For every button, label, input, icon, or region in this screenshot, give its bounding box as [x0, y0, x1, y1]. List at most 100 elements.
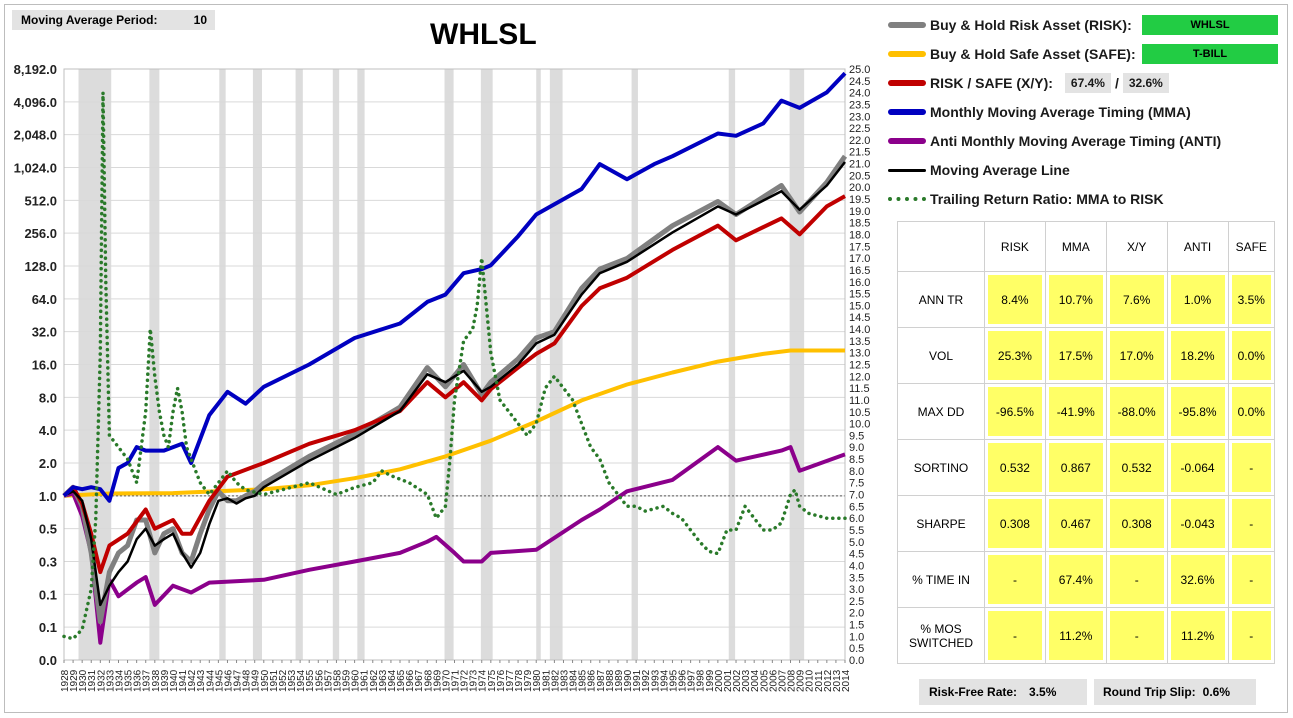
stats-row-label: ANN TR: [897, 271, 985, 328]
right-axis-tick-label: 15.0: [849, 300, 870, 312]
right-axis-tick-label: 8.5: [849, 454, 864, 466]
stats-cell: 0.532: [1109, 443, 1164, 492]
stats-row-label: % MOS SWITCHED: [897, 607, 985, 664]
x-axis-tick-label: 1948: [242, 669, 253, 692]
stats-row-label: SORTINO: [897, 439, 985, 496]
right-axis-tick-label: 6.5: [849, 501, 864, 513]
x-axis-tick-label: 1989: [614, 669, 625, 692]
x-axis-tick-label: 2011: [814, 670, 825, 692]
right-axis-tick-label: 19.5: [849, 194, 870, 206]
legend-risk: Buy & Hold Risk Asset (RISK):: [888, 14, 1132, 36]
stats-cell: -: [1231, 611, 1271, 660]
x-axis-tick-label: 2000: [714, 669, 725, 692]
legend-anti: Anti Monthly Moving Average Timing (ANTI…: [888, 130, 1221, 152]
stats-row-max-dd: MAX DD -96.5% -41.9% -88.0% -95.8% 0.0%: [897, 383, 1275, 440]
chart-frame: [4, 4, 1288, 713]
x-axis-tick-label: 1933: [105, 669, 116, 692]
x-axis-tick-label: 1978: [514, 669, 525, 692]
x-axis-tick-label: 1932: [96, 669, 107, 692]
right-axis-tick-label: 1.0: [849, 631, 864, 643]
stats-header-row: RISK MMA X/Y ANTI SAFE: [897, 221, 1275, 272]
legend-safe-label: Buy & Hold Safe Asset (SAFE):: [930, 46, 1136, 62]
stats-cell: -: [1109, 555, 1164, 604]
left-axis-tick-label: 32.0: [32, 325, 57, 340]
x-axis-tick-label: 1967: [414, 669, 425, 692]
right-axis-tick-label: 25.0: [849, 64, 870, 76]
series-line-xy: [62, 194, 846, 575]
legend-ma: Moving Average Line: [888, 159, 1070, 181]
stats-cell: 11.2%: [1170, 611, 1225, 660]
stats-row-label: MAX DD: [897, 383, 985, 440]
x-axis-tick-label: 2007: [777, 669, 788, 692]
right-axis-tick-label: 4.0: [849, 560, 864, 572]
x-axis-tick-label: 2012: [823, 669, 834, 692]
x-axis-tick-label: 1957: [323, 669, 334, 692]
x-axis-tick-label: 1990: [623, 669, 634, 692]
stats-row-vol: VOL 25.3% 17.5% 17.0% 18.2% 0.0%: [897, 327, 1275, 384]
stats-row-sortino: SORTINO 0.532 0.867 0.532 -0.064 -: [897, 439, 1275, 496]
x-axis-tick-label: 1992: [641, 669, 652, 692]
x-axis-tick-label: 1983: [559, 669, 570, 692]
x-axis-tick-label: 1934: [114, 669, 125, 692]
right-axis-tick-label: 2.5: [849, 596, 864, 608]
x-axis-tick-label: 1956: [314, 669, 325, 692]
x-axis-tick-label: 1991: [632, 669, 643, 692]
x-axis-tick-label: 1988: [605, 669, 616, 692]
stats-cell: 0.0%: [1231, 387, 1271, 436]
x-axis-tick-label: 1951: [269, 669, 280, 692]
left-axis-tick-label: 1.0: [39, 489, 57, 504]
left-axis-tick-label: 4,096.0: [14, 95, 57, 110]
stats-table: RISK MMA X/Y ANTI SAFE ANN TR 8.4% 10.7%…: [897, 221, 1275, 664]
legend-xy-label: RISK / SAFE (X/Y):: [930, 75, 1053, 91]
right-axis-tick-label: 3.5: [849, 572, 864, 584]
right-axis-tick-label: 21.0: [849, 159, 870, 171]
right-axis-tick-label: 19.0: [849, 206, 870, 218]
left-axis-tick-label: 16.0: [32, 358, 57, 373]
x-axis-tick-label: 1955: [305, 669, 316, 692]
right-axis-tick-label: 16.0: [849, 277, 870, 289]
x-axis-tick-label: 1944: [205, 669, 216, 692]
right-axis-tick-label: 15.5: [849, 289, 870, 301]
x-axis-tick-label: 1969: [432, 669, 443, 692]
x-axis-tick-label: 2001: [723, 669, 734, 692]
stats-cell: 7.6%: [1109, 275, 1164, 324]
left-axis-tick-label: 0.3: [39, 555, 57, 570]
x-axis-tick-label: 1950: [260, 669, 271, 692]
right-axis-tick-label: 13.5: [849, 336, 870, 348]
left-axis-tick-label: 512.0: [24, 193, 57, 208]
stats-cell: -0.043: [1170, 499, 1225, 548]
right-axis-tick-label: 18.0: [849, 229, 870, 241]
x-axis-tick-label: 1949: [251, 669, 262, 692]
legend-ma-label: Moving Average Line: [930, 162, 1070, 178]
stats-row-label: VOL: [897, 327, 985, 384]
stats-cell: -: [988, 555, 1042, 604]
x-axis-tick-label: 2010: [805, 669, 816, 692]
legend-ma-swatch: [888, 168, 926, 172]
legend-trailing: Trailing Return Ratio: MMA to RISK: [888, 188, 1164, 210]
x-axis-tick-label: 1981: [541, 669, 552, 692]
stats-cell: 32.6%: [1170, 555, 1225, 604]
right-axis-tick-label: 18.5: [849, 218, 870, 230]
right-axis-tick-label: 20.0: [849, 182, 870, 194]
period-label: Moving Average Period:: [21, 13, 158, 27]
stats-cell: 18.2%: [1170, 331, 1225, 380]
right-axis-tick-label: 17.0: [849, 253, 870, 265]
x-axis-tick-label: 1954: [296, 669, 307, 692]
x-axis-tick-label: 1947: [233, 669, 244, 692]
right-axis-tick-label: 12.0: [849, 371, 870, 383]
stats-cell: 0.308: [988, 499, 1042, 548]
right-axis-tick-label: 0.5: [849, 643, 864, 655]
legend-safe-swatch: [888, 51, 926, 57]
x-axis-tick-label: 1972: [460, 669, 471, 692]
stats-header-risk: RISK: [984, 221, 1046, 272]
x-axis-tick-label: 1929: [69, 669, 80, 692]
stats-cell: 17.0%: [1109, 331, 1164, 380]
x-axis-tick-label: 1982: [550, 669, 561, 692]
stats-cell: -: [1109, 611, 1164, 660]
x-axis-tick-label: 1977: [505, 669, 516, 692]
right-axis-tick-label: 11.0: [849, 395, 870, 407]
legend-risk-swatch: [888, 22, 926, 28]
stats-row-label: SHARPE: [897, 495, 985, 552]
x-axis-tick-label: 2005: [759, 669, 770, 692]
stats-cell: 25.3%: [988, 331, 1042, 380]
